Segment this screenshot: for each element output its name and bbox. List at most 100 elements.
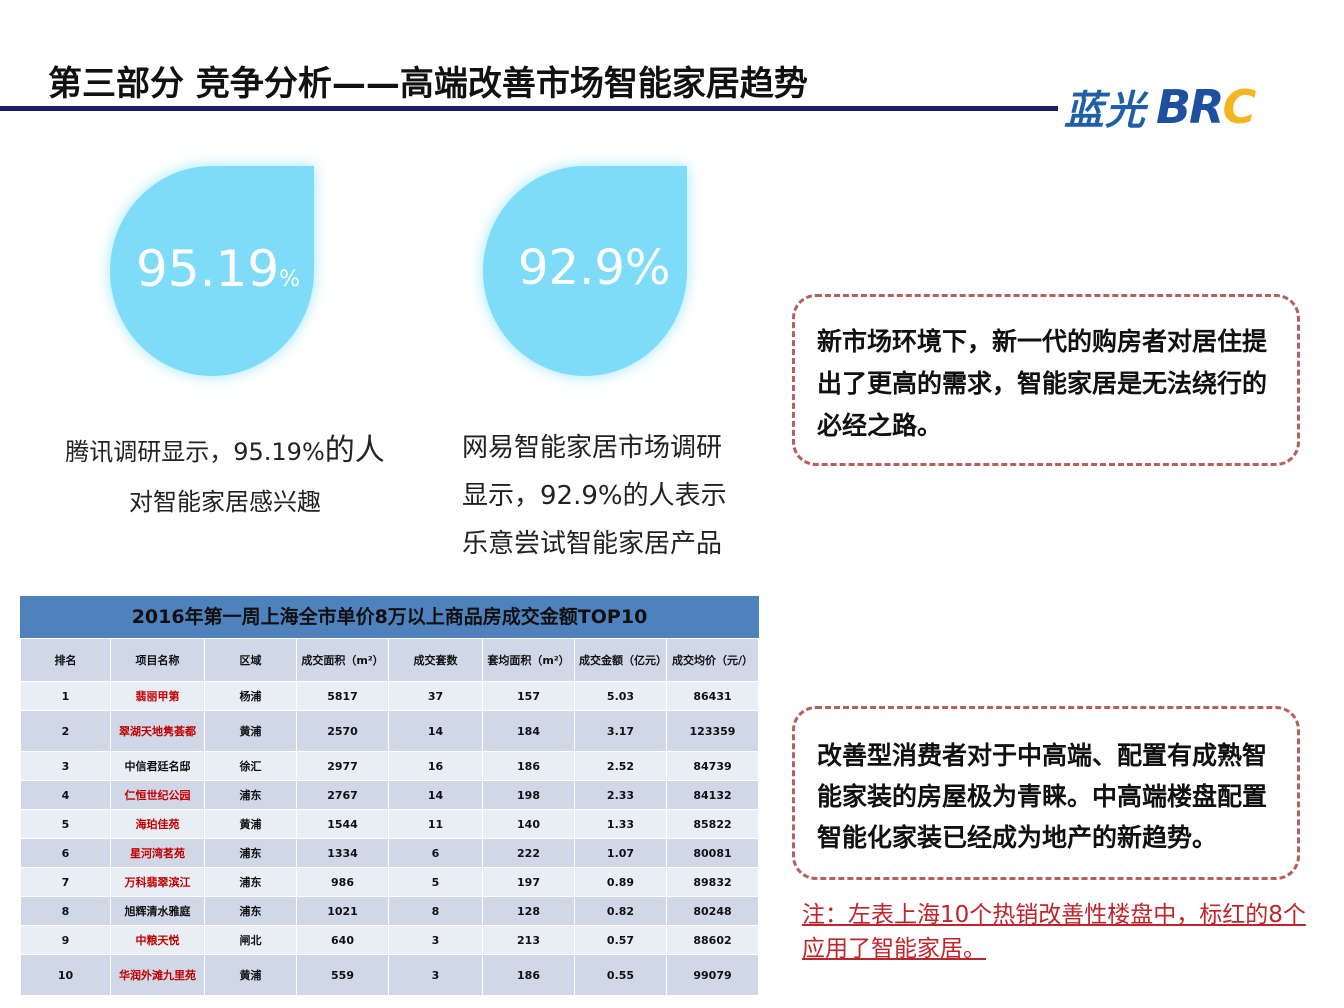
col-rank: 排名 bbox=[20, 638, 111, 682]
table-row: 5 海珀佳苑 黄浦 1544 11 140 1.33 85822 bbox=[20, 809, 759, 839]
logo-en-main: BR bbox=[1156, 80, 1224, 134]
stat-caption-1: 腾讯调研显示，95.19%的人 对智能家居感兴趣 bbox=[40, 426, 410, 527]
cell-area: 黄浦 bbox=[204, 710, 297, 752]
cell-area: 浦东 bbox=[204, 780, 297, 810]
cell-name: 海珀佳苑 bbox=[110, 809, 205, 839]
cell-avg: 140 bbox=[482, 809, 575, 839]
callout-bottom: 改善型消费者对于中高端、配置有成熟智能家装的房屋极为青睐。中高端楼盘配置智能化家… bbox=[792, 706, 1300, 880]
table-row: 6 星河湾茗苑 浦东 1334 6 222 1.07 80081 bbox=[20, 838, 759, 868]
logo-en-accent: C bbox=[1222, 80, 1256, 134]
cell-avg: 222 bbox=[482, 838, 575, 868]
cell-rank: 5 bbox=[20, 809, 111, 839]
cell-rank: 8 bbox=[20, 896, 111, 926]
cell-sqm: 2767 bbox=[296, 780, 389, 810]
col-units: 成交套数 bbox=[388, 638, 483, 682]
cell-price: 99079 bbox=[666, 954, 759, 996]
cell-amount: 1.33 bbox=[574, 809, 667, 839]
stat-caption-2: 网易智能家居市场调研 显示，92.9%的人表示 乐意尝试智能家居产品 bbox=[462, 424, 762, 568]
cell-avg: 198 bbox=[482, 780, 575, 810]
stat-value-1-unit: % bbox=[279, 267, 301, 292]
cell-area: 闸北 bbox=[204, 925, 297, 955]
cell-price: 86431 bbox=[666, 681, 759, 711]
stat-caption-2-line2: 显示，92.9%的人表示 bbox=[462, 481, 727, 511]
cell-price: 89832 bbox=[666, 867, 759, 897]
stat-value-1: 95.19% bbox=[136, 240, 300, 298]
cell-rank: 6 bbox=[20, 838, 111, 868]
title-divider bbox=[0, 106, 1058, 111]
cell-name: 华润外滩九里苑 bbox=[110, 954, 205, 996]
stat-value-2: 92.9% bbox=[518, 240, 671, 296]
cell-name: 翠湖天地隽荟都 bbox=[110, 710, 205, 752]
cell-sqm: 2977 bbox=[296, 751, 389, 781]
cell-rank: 4 bbox=[20, 780, 111, 810]
cell-units: 8 bbox=[388, 896, 483, 926]
cell-sqm: 986 bbox=[296, 867, 389, 897]
cell-amount: 1.07 bbox=[574, 838, 667, 868]
cell-amount: 0.89 bbox=[574, 867, 667, 897]
cell-rank: 9 bbox=[20, 925, 111, 955]
cell-area: 浦东 bbox=[204, 838, 297, 868]
cell-name: 翡丽甲第 bbox=[110, 681, 205, 711]
cell-sqm: 559 bbox=[296, 954, 389, 996]
cell-units: 3 bbox=[388, 925, 483, 955]
cell-units: 6 bbox=[388, 838, 483, 868]
table-header-row: 排名 项目名称 区域 成交面积（m²） 成交套数 套均面积（m²） 成交金额（亿… bbox=[20, 638, 759, 682]
cell-units: 3 bbox=[388, 954, 483, 996]
table-body: 1 翡丽甲第 杨浦 5817 37 157 5.03 86431 2 翠湖天地隽荟都 黄浦 2570 1… bbox=[20, 681, 759, 996]
cell-sqm: 1334 bbox=[296, 838, 389, 868]
col-area: 区域 bbox=[204, 638, 297, 682]
cell-amount: 0.57 bbox=[574, 925, 667, 955]
cell-avg: 128 bbox=[482, 896, 575, 926]
logo-en-text: BRC bbox=[1156, 80, 1256, 134]
table-row: 2 翠湖天地隽荟都 黄浦 2570 14 184 3.17 123359 bbox=[20, 710, 759, 752]
cell-area: 杨浦 bbox=[204, 681, 297, 711]
cell-amount: 0.55 bbox=[574, 954, 667, 996]
table-row: 10 华润外滩九里苑 黄浦 559 3 186 0.55 99079 bbox=[20, 954, 759, 996]
cell-amount: 0.82 bbox=[574, 896, 667, 926]
cell-units: 37 bbox=[388, 681, 483, 711]
stat-caption-1-line2: 对智能家居感兴趣 bbox=[129, 488, 321, 516]
cell-units: 5 bbox=[388, 867, 483, 897]
cell-avg: 186 bbox=[482, 751, 575, 781]
cell-avg: 197 bbox=[482, 867, 575, 897]
cell-rank: 7 bbox=[20, 867, 111, 897]
stat-drop-1 bbox=[110, 166, 314, 376]
cell-area: 浦东 bbox=[204, 867, 297, 897]
col-avg: 套均面积（m²） bbox=[482, 638, 575, 682]
cell-area: 徐汇 bbox=[204, 751, 297, 781]
cell-price: 80248 bbox=[666, 896, 759, 926]
cell-avg: 213 bbox=[482, 925, 575, 955]
cell-area: 浦东 bbox=[204, 896, 297, 926]
cell-rank: 2 bbox=[20, 710, 111, 752]
cell-sqm: 5817 bbox=[296, 681, 389, 711]
cell-name: 中粮天悦 bbox=[110, 925, 205, 955]
cell-amount: 3.17 bbox=[574, 710, 667, 752]
table-row: 3 中信君廷名邸 徐汇 2977 16 186 2.52 84739 bbox=[20, 751, 759, 781]
footnote: 注：左表上海10个热销改善性楼盘中，标红的8个应用了智能家居。 bbox=[802, 902, 1306, 962]
cell-rank: 1 bbox=[20, 681, 111, 711]
col-name: 项目名称 bbox=[110, 638, 205, 682]
table-row: 4 仁恒世纪公园 浦东 2767 14 198 2.33 84132 bbox=[20, 780, 759, 810]
cell-units: 14 bbox=[388, 780, 483, 810]
cell-price: 85822 bbox=[666, 809, 759, 839]
cell-price: 88602 bbox=[666, 925, 759, 955]
stat-caption-2-line3: 乐意尝试智能家居产品 bbox=[462, 529, 723, 559]
logo-cn-text: 蓝光 bbox=[1064, 88, 1146, 134]
col-sqm: 成交面积（m²） bbox=[296, 638, 389, 682]
cell-name: 中信君廷名邸 bbox=[110, 751, 205, 781]
cell-units: 14 bbox=[388, 710, 483, 752]
stat-caption-2-line1: 网易智能家居市场调研 bbox=[462, 433, 723, 463]
stat-caption-1-emph: 的人 bbox=[324, 433, 385, 468]
table-title: 2016年第一周上海全市单价8万以上商品房成交金额TOP10 bbox=[20, 596, 759, 638]
cell-avg: 186 bbox=[482, 954, 575, 996]
cell-price: 123359 bbox=[666, 710, 759, 752]
cell-area: 黄浦 bbox=[204, 809, 297, 839]
cell-rank: 10 bbox=[20, 954, 111, 996]
cell-amount: 5.03 bbox=[574, 681, 667, 711]
cell-price: 84132 bbox=[666, 780, 759, 810]
col-price: 成交均价（元/） bbox=[666, 638, 759, 682]
cell-sqm: 640 bbox=[296, 925, 389, 955]
cell-amount: 2.33 bbox=[574, 780, 667, 810]
cell-rank: 3 bbox=[20, 751, 111, 781]
page-title: 第三部分 竞争分析——高端改善市场智能家居趋势 bbox=[48, 64, 808, 104]
